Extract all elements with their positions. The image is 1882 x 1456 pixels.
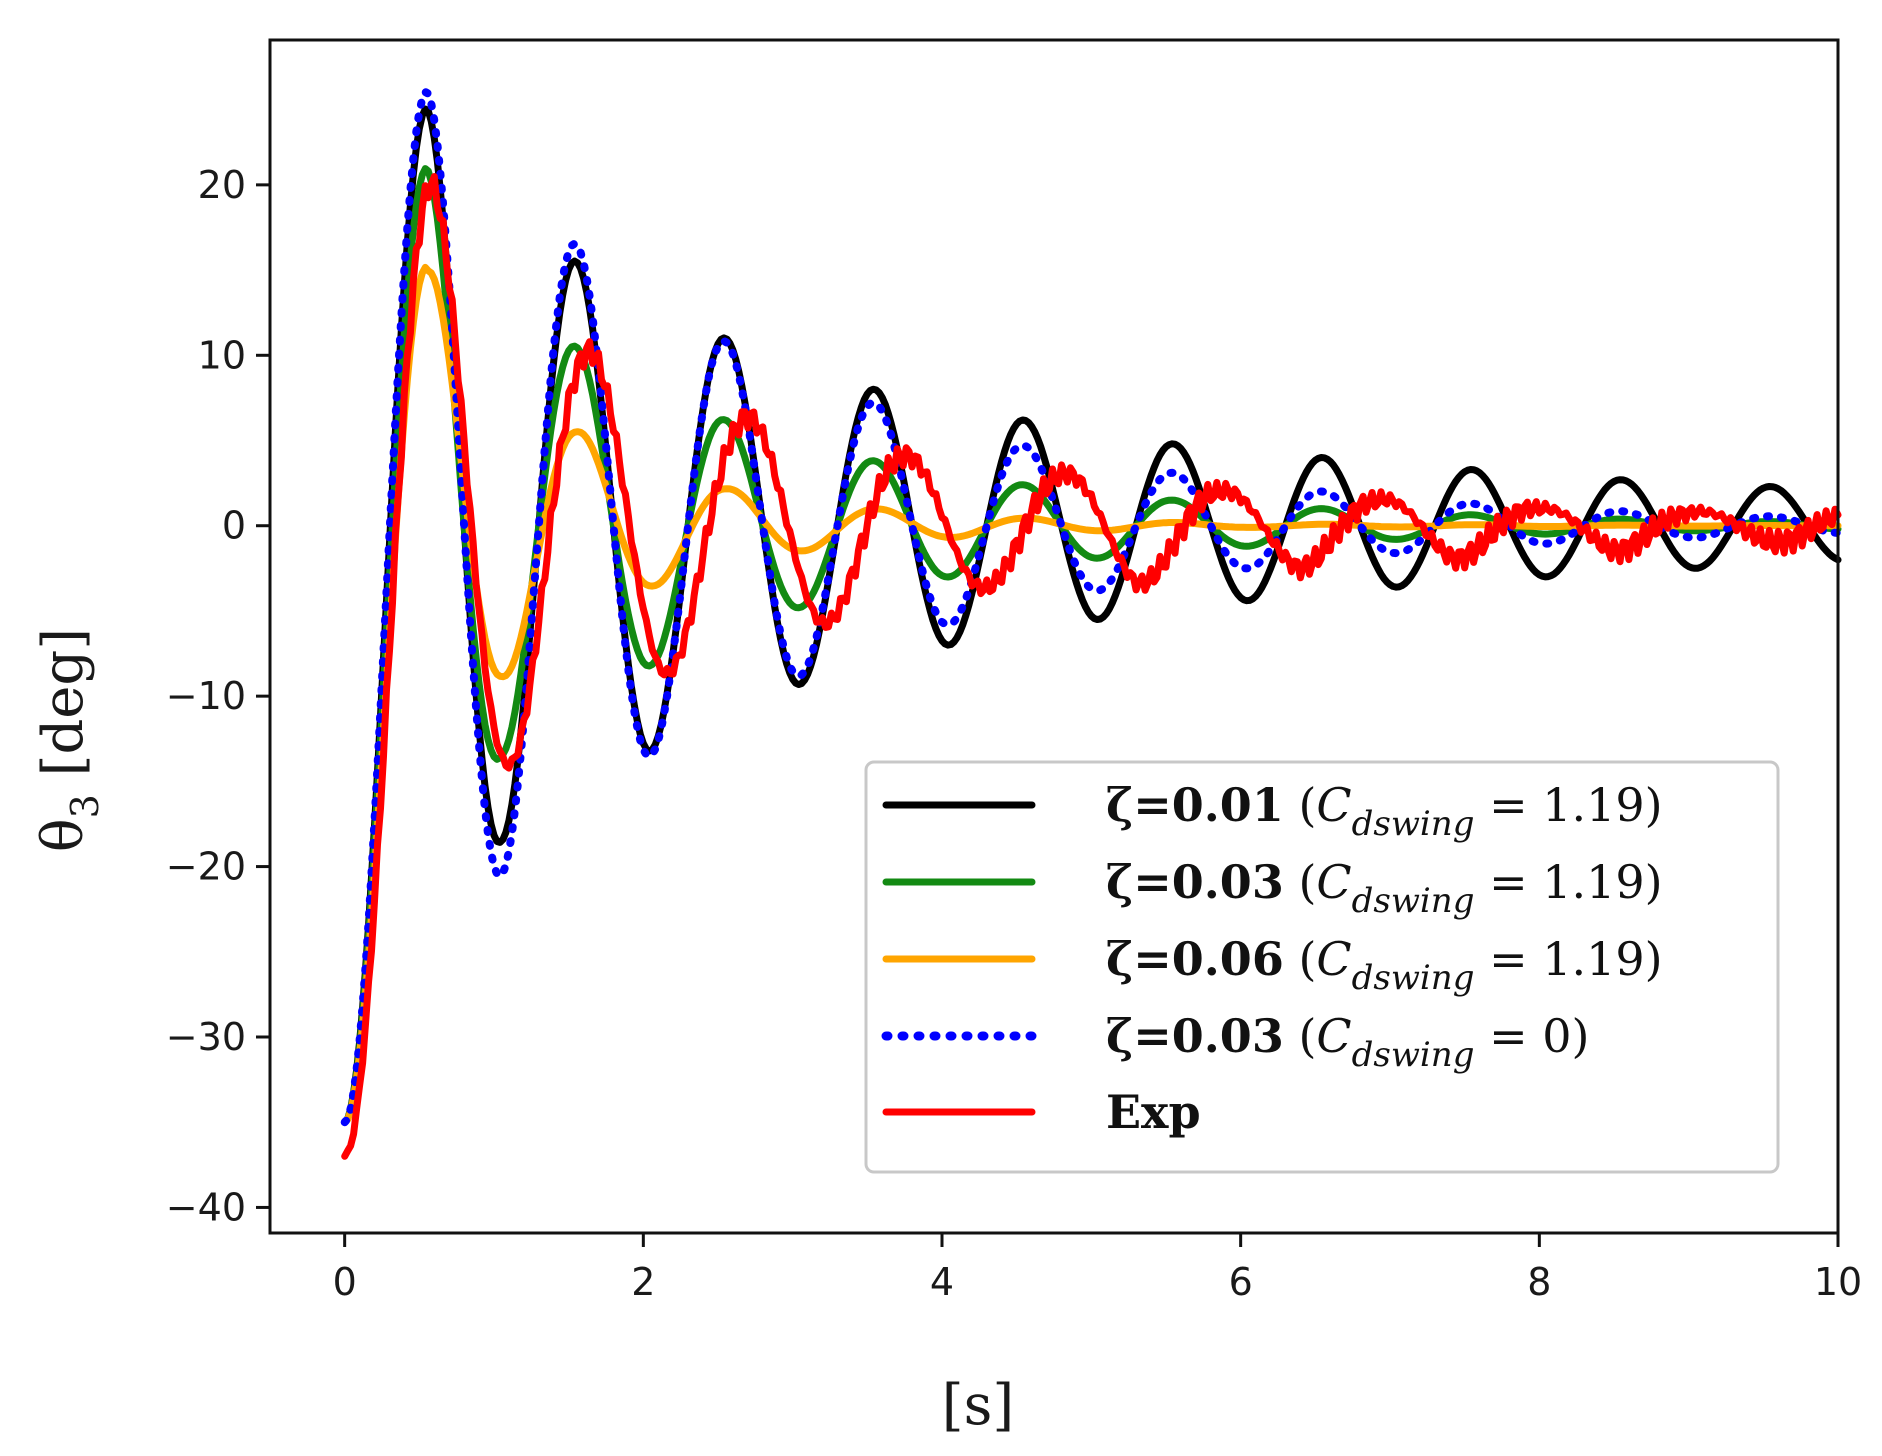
x-tick-label: 4 (930, 1260, 954, 1304)
svg-text:θ3 [deg]: θ3 [deg] (31, 628, 107, 852)
y-tick-label: −20 (166, 845, 246, 889)
legend-label-1: ζ=0.01 (Cdswing = 1.19) (1106, 778, 1663, 844)
x-tick-label: 0 (333, 1260, 357, 1304)
y-axis-symbol: θ (31, 818, 96, 852)
legend-label-2: ζ=0.03 (Cdswing = 1.19) (1106, 855, 1663, 921)
plot-frame (268, 38, 1840, 1235)
y-tick-label: 10 (198, 333, 246, 377)
y-tick-label: −10 (166, 674, 246, 718)
y-tick-label: 20 (198, 163, 246, 207)
y-axis-title: θ3 [deg] (31, 628, 107, 852)
y-tick-label: 0 (222, 504, 246, 548)
legend: ζ=0.01 (Cdswing = 1.19) ζ=0.03 (Cdswing =… (864, 760, 1780, 1174)
legend-label-3: ζ=0.06 (Cdswing = 1.19) (1106, 932, 1663, 998)
legend-label-4: ζ=0.03 (Cdswing = 0) (1106, 1009, 1589, 1075)
y-tick-label: −40 (166, 1185, 246, 1229)
y-tick-label: −30 (166, 1015, 246, 1059)
x-tick-label: 10 (1814, 1260, 1862, 1304)
series-line-5 (341, 173, 1842, 1160)
ticks-layer: 0 2 4 6 8 10 −40 −30 −20 −10 0 10 20 (166, 163, 1862, 1304)
x-tick-label: 8 (1527, 1260, 1551, 1304)
x-tick-label: 2 (631, 1260, 655, 1304)
legend-label-5: Exp (1106, 1085, 1201, 1139)
x-axis-title: [s] (942, 1373, 1014, 1438)
y-axis-unit: [deg] (31, 628, 96, 777)
x-tick-label: 6 (1229, 1260, 1253, 1304)
y-axis-subscript: 3 (63, 794, 107, 818)
series-layer (340, 88, 1842, 1160)
legend-box (864, 760, 1780, 1174)
series-line-4 (340, 88, 1842, 1127)
